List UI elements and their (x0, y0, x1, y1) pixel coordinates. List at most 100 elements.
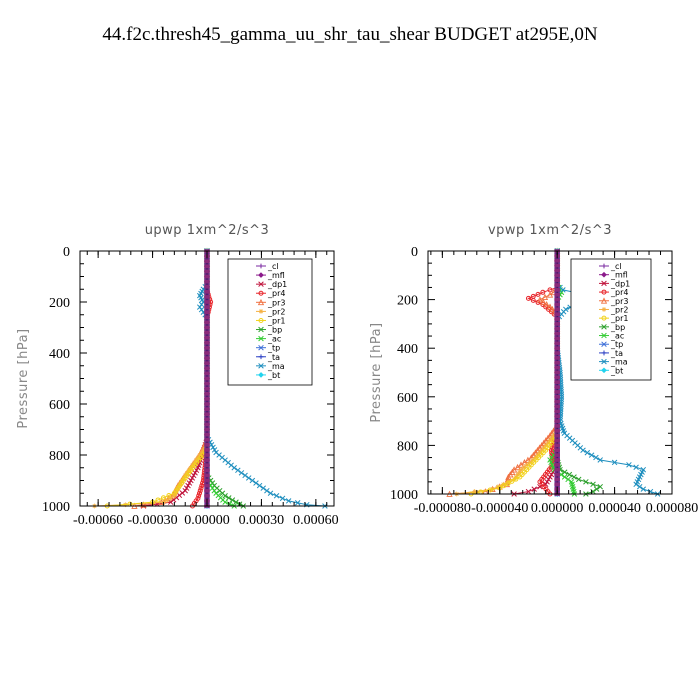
zero-line-marker (204, 351, 210, 355)
data-point (515, 472, 521, 477)
data-point (171, 493, 177, 499)
zero-line-marker (204, 269, 210, 274)
y-tick-label: 600 (397, 391, 418, 406)
data-point (185, 482, 191, 489)
data-point (294, 500, 301, 506)
zero-line-marker (204, 300, 210, 304)
y-axis-label: Pressure [hPa] (16, 328, 31, 428)
legend-label: _ta (267, 353, 280, 362)
data-point (524, 462, 530, 468)
data-point (535, 291, 541, 297)
data-point (551, 433, 556, 439)
zero-line-marker (554, 317, 560, 321)
data-point (588, 452, 595, 458)
data-point (507, 471, 514, 478)
data-point (535, 452, 541, 458)
legend-marker (601, 280, 607, 287)
zero-line-marker (554, 292, 560, 297)
zero-line-marker (554, 360, 560, 365)
zero-line-marker (554, 409, 560, 414)
data-point (540, 298, 547, 305)
zero-line-marker (554, 438, 560, 443)
zero-line-marker (204, 356, 210, 360)
data-point (633, 481, 639, 488)
data-point (171, 490, 177, 496)
data-point (197, 452, 203, 458)
zero-line-marker (554, 283, 560, 287)
x-tick-label: -0.00060 (73, 513, 123, 528)
zero-line-marker (554, 385, 560, 389)
data-point (530, 297, 536, 303)
data-point (525, 295, 531, 301)
x-tick-label: -0.000040 (471, 501, 528, 516)
data-point (260, 485, 266, 491)
data-point (549, 450, 555, 456)
data-point (279, 495, 286, 502)
legend-entry: _dp1 (599, 279, 630, 288)
zero-line-marker (554, 414, 560, 419)
zero-line-marker (204, 274, 210, 279)
legend-label: _cl (610, 262, 622, 271)
zero-line-marker (554, 263, 560, 268)
data-point (196, 490, 202, 496)
data-point (192, 470, 198, 476)
upwp-panel: upwp 1xm^2/s^3 Pressure [hPa] 0 200 400 600 80… (16, 223, 339, 528)
data-point (173, 490, 178, 496)
zero-line-marker (554, 273, 560, 278)
legend-label: _pr1 (610, 314, 628, 323)
data-point (510, 466, 518, 473)
data-point (181, 475, 187, 481)
data-point (549, 455, 555, 461)
zero-line-marker (554, 463, 560, 467)
data-point (200, 447, 206, 453)
legend-label: _bt (610, 366, 623, 375)
legend-label: _pr2 (610, 305, 628, 314)
zero-line-marker (204, 443, 210, 447)
zero-line-marker (204, 437, 210, 442)
y-tick-label: 800 (49, 449, 70, 464)
zero-line-marker (204, 284, 210, 289)
zero-line-marker (554, 297, 560, 302)
zero-line-marker (554, 390, 560, 394)
legend-entry: _cl (599, 262, 622, 271)
data-point (193, 467, 200, 474)
legend-marker (601, 289, 607, 295)
data-point (597, 457, 603, 463)
zero-line-marker (554, 307, 560, 312)
legend-label: _pr1 (267, 316, 285, 325)
data-point (199, 450, 204, 455)
zero-line-marker (554, 419, 560, 423)
y-tick-label: 1000 (42, 500, 70, 515)
data-point (222, 499, 228, 505)
zero-line-marker (554, 258, 560, 263)
legend-entry: _ma (256, 362, 285, 371)
y-tick-label: 400 (49, 347, 70, 362)
zero-line-marker (204, 397, 210, 401)
data-point (249, 477, 256, 484)
data-point (537, 483, 543, 490)
legend-box (227, 258, 313, 386)
legend-marker (601, 271, 607, 278)
legend-entry: _ac (256, 335, 281, 344)
legend: _cl_mfl_dp1_pr4_pr3_pr2_pr1_bp_ac_tp_ta_… (227, 258, 313, 386)
data-point (549, 435, 555, 441)
data-point (267, 490, 274, 497)
data-point (593, 454, 599, 461)
series-dp1 (140, 248, 210, 509)
x-tick-label: -0.00030 (127, 513, 177, 528)
data-point (160, 495, 166, 501)
legend-label: _tp (267, 344, 280, 353)
zero-line-marker (204, 264, 210, 269)
legend-entry: _ma (599, 358, 628, 367)
data-point (178, 480, 184, 486)
data-point (166, 492, 172, 498)
legend-label: _pr3 (267, 298, 285, 307)
data-point (186, 480, 193, 486)
data-point (518, 467, 524, 473)
zero-line-marker (554, 375, 560, 380)
legend-label: _pr4 (610, 288, 628, 297)
zero-line-marker (204, 335, 210, 340)
data-point (611, 459, 618, 466)
legend-entry: _mfl (256, 271, 285, 280)
zero-line-marker (204, 376, 210, 381)
